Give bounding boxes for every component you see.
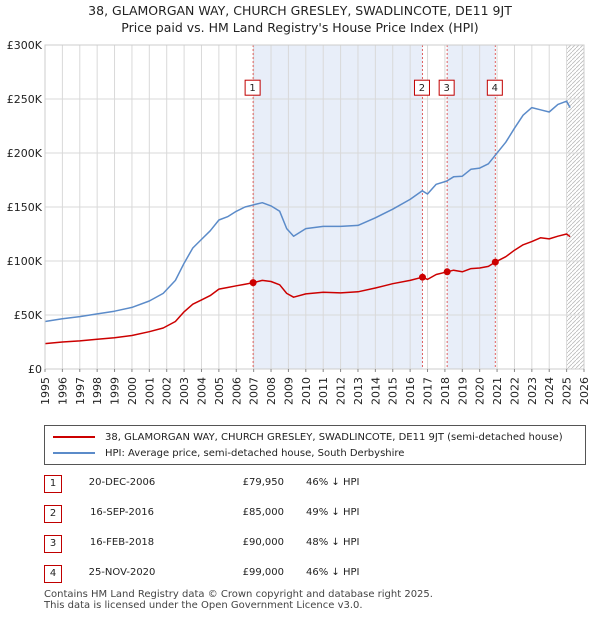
- footer-copyright: Contains HM Land Registry data © Crown c…: [44, 589, 433, 600]
- sale-marker-box: [486, 79, 503, 96]
- x-tick-label: 1995: [39, 377, 52, 405]
- y-tick-label: £250K: [7, 93, 43, 106]
- x-tick-label: 2022: [508, 377, 521, 405]
- legend: 38, GLAMORGAN WAY, CHURCH GRESLEY, SWADL…: [44, 425, 586, 465]
- sale-hpi-diff: 49% ↓ HPI: [306, 507, 360, 518]
- y-tick-label: £200K: [7, 147, 43, 160]
- x-tick-label: 2019: [456, 377, 469, 405]
- hpi-series-line: [44, 100, 571, 323]
- sale-row: 4 25-NOV-2020 £99,000 46% ↓ HPI: [44, 564, 584, 594]
- y-tick-label: £0: [28, 363, 42, 376]
- x-tick-label: 1999: [109, 377, 122, 405]
- sale-point: [491, 258, 499, 266]
- title-line-2: Price paid vs. HM Land Registry's House …: [121, 20, 479, 35]
- x-tick-label: 2016: [404, 377, 417, 405]
- sale-marker-box: [244, 79, 261, 96]
- x-tick-label: 2009: [282, 377, 295, 405]
- sale-date: 20-DEC-2006: [88, 477, 156, 488]
- sale-number-badge: 4: [44, 565, 62, 583]
- legend-swatch-blue: [53, 452, 95, 454]
- x-tick-label: 2005: [213, 377, 226, 405]
- x-tick-label: 2017: [422, 377, 435, 405]
- x-tick-label: 1998: [91, 377, 104, 405]
- sale-point: [249, 279, 257, 287]
- x-tick-label: 2001: [143, 377, 156, 405]
- x-tick-label: 2003: [178, 377, 191, 405]
- x-tick-label: 2024: [543, 377, 556, 405]
- y-tick-label: £150K: [7, 201, 43, 214]
- footer-licence: This data is licensed under the Open Gov…: [44, 600, 363, 611]
- x-tick-label: 2000: [126, 377, 139, 405]
- sale-hpi-diff: 48% ↓ HPI: [306, 537, 360, 548]
- sale-number-badge: 1: [44, 475, 62, 493]
- x-tick-label: 2020: [474, 377, 487, 405]
- sale-row: 1 20-DEC-2006 £79,950 46% ↓ HPI: [44, 474, 584, 504]
- x-tick-label: 2018: [439, 377, 452, 405]
- x-tick-label: 2008: [265, 377, 278, 405]
- sale-point: [443, 268, 451, 276]
- x-tick-label: 2014: [369, 377, 382, 405]
- chart-title: 38, GLAMORGAN WAY, CHURCH GRESLEY, SWADL…: [0, 2, 600, 36]
- sale-row: 2 16-SEP-2016 £85,000 49% ↓ HPI: [44, 504, 584, 534]
- sale-price: £90,000: [242, 537, 284, 548]
- x-tick-label: 2002: [161, 377, 174, 405]
- sale-row: 3 16-FEB-2018 £90,000 48% ↓ HPI: [44, 534, 584, 564]
- legend-item-hpi: HPI: Average price, semi-detached house,…: [53, 446, 404, 460]
- sale-date: 16-SEP-2016: [90, 507, 154, 518]
- x-tick-label: 1996: [56, 377, 69, 405]
- sales-table: 1 20-DEC-2006 £79,950 46% ↓ HPI 2 16-SEP…: [44, 474, 584, 594]
- price-chart: 1 2 3 4 £0 £50K £100K £150K £200K £250K £300K 1995 1…: [7, 39, 591, 405]
- legend-label-property: 38, GLAMORGAN WAY, CHURCH GRESLEY, SWADL…: [105, 431, 563, 443]
- plot-frame: [44, 44, 585, 370]
- y-tick-label: £50K: [14, 309, 43, 322]
- sale-price: £79,950: [242, 477, 284, 488]
- x-tick-label: 2006: [230, 377, 243, 405]
- x-tick-label: 2023: [526, 377, 539, 405]
- y-tick-label: £300K: [7, 39, 43, 52]
- sale-marker-label: 2: [419, 83, 425, 94]
- legend-label-hpi: HPI: Average price, semi-detached house,…: [105, 447, 405, 459]
- sale-hpi-diff: 46% ↓ HPI: [306, 567, 360, 578]
- x-tick-label: 2013: [352, 377, 365, 405]
- x-tick-label: 1997: [74, 377, 87, 405]
- x-tick-label: 2025: [561, 377, 574, 405]
- x-tick-label: 2026: [578, 377, 591, 405]
- sale-point: [418, 273, 426, 281]
- sale-hpi-diff: 46% ↓ HPI: [306, 477, 360, 488]
- sale-marker-label: 3: [443, 83, 449, 94]
- sale-date: 16-FEB-2018: [89, 537, 155, 548]
- x-tick-label: 2007: [248, 377, 261, 405]
- sale-date: 25-NOV-2020: [88, 567, 156, 578]
- x-tick-label: 2012: [335, 377, 348, 405]
- sale-price: £99,000: [242, 567, 284, 578]
- sale-marker-label: 1: [249, 83, 255, 94]
- x-tick-label: 2004: [195, 377, 208, 405]
- footer: Contains HM Land Registry data © Crown c…: [44, 589, 433, 611]
- sale-number-badge: 3: [44, 535, 62, 553]
- legend-item-property: 38, GLAMORGAN WAY, CHURCH GRESLEY, SWADL…: [53, 430, 563, 444]
- title-line-1: 38, GLAMORGAN WAY, CHURCH GRESLEY, SWADL…: [88, 3, 512, 18]
- y-tick-label: £100K: [7, 255, 43, 268]
- sale-marker-box: [413, 79, 430, 96]
- legend-swatch-red: [53, 436, 95, 438]
- sale-marker-label: 4: [492, 83, 498, 94]
- x-tick-label: 2010: [300, 377, 313, 405]
- x-tick-label: 2021: [491, 377, 504, 405]
- x-tick-label: 2015: [387, 377, 400, 405]
- sale-number-badge: 2: [44, 505, 62, 523]
- x-tick-label: 2011: [317, 377, 330, 405]
- property-series-line: [44, 233, 571, 345]
- sale-marker-box: [438, 79, 455, 96]
- sale-price: £85,000: [242, 507, 284, 518]
